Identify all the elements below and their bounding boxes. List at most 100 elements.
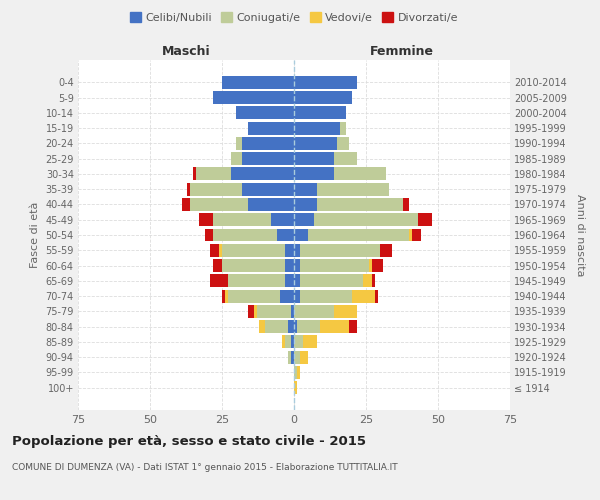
Legend: Celibi/Nubili, Coniugati/e, Vedovi/e, Divorzati/e: Celibi/Nubili, Coniugati/e, Vedovi/e, Di… — [125, 8, 463, 28]
Bar — [199, 214, 214, 226]
Bar — [380, 244, 392, 256]
Text: Popolazione per età, sesso e stato civile - 2015: Popolazione per età, sesso e stato civil… — [12, 435, 366, 448]
Bar — [222, 290, 225, 302]
Bar — [372, 274, 374, 287]
Bar — [294, 214, 314, 226]
Bar — [277, 228, 294, 241]
Bar — [242, 182, 294, 196]
Bar — [300, 350, 308, 364]
Text: COMUNE DI DUMENZA (VA) - Dati ISTAT 1° gennaio 2015 - Elaborazione TUTTITALIA.IT: COMUNE DI DUMENZA (VA) - Dati ISTAT 1° g… — [12, 462, 398, 471]
Text: Maschi: Maschi — [161, 44, 211, 58]
Y-axis label: Anni di nascita: Anni di nascita — [575, 194, 586, 276]
Bar — [294, 122, 340, 134]
Bar — [409, 228, 412, 241]
Bar — [291, 305, 294, 318]
Bar — [254, 305, 257, 318]
Bar — [349, 320, 358, 333]
Bar — [222, 259, 286, 272]
Bar — [300, 290, 352, 302]
Bar — [236, 137, 242, 150]
Bar — [374, 290, 377, 302]
Bar — [294, 168, 334, 180]
Bar — [300, 259, 369, 272]
Bar — [334, 152, 358, 165]
Bar — [271, 214, 294, 226]
Bar — [300, 244, 380, 256]
Bar — [294, 290, 300, 302]
Bar — [294, 137, 337, 150]
Bar — [225, 290, 228, 302]
Text: Femmine: Femmine — [370, 44, 434, 58]
Bar — [363, 274, 372, 287]
Bar — [294, 366, 297, 379]
Bar — [286, 336, 291, 348]
Bar — [211, 244, 219, 256]
Bar — [230, 152, 242, 165]
Bar — [228, 290, 280, 302]
Bar — [286, 244, 294, 256]
Bar — [222, 76, 294, 89]
Bar — [288, 350, 291, 364]
Bar — [294, 182, 317, 196]
Bar — [294, 320, 297, 333]
Bar — [352, 290, 374, 302]
Bar — [294, 152, 334, 165]
Bar — [291, 336, 294, 348]
Bar — [214, 91, 294, 104]
Bar — [294, 274, 300, 287]
Bar — [294, 305, 334, 318]
Bar — [230, 168, 294, 180]
Bar — [190, 198, 248, 211]
Bar — [286, 274, 294, 287]
Bar — [403, 198, 409, 211]
Bar — [222, 244, 286, 256]
Bar — [242, 137, 294, 150]
Bar — [294, 259, 300, 272]
Bar — [294, 228, 308, 241]
Bar — [412, 228, 421, 241]
Bar — [286, 259, 294, 272]
Bar — [219, 244, 222, 256]
Bar — [294, 350, 300, 364]
Bar — [300, 274, 363, 287]
Bar — [418, 214, 432, 226]
Bar — [214, 214, 271, 226]
Bar — [334, 305, 358, 318]
Bar — [372, 259, 383, 272]
Bar — [190, 182, 242, 196]
Bar — [340, 122, 346, 134]
Bar — [248, 198, 294, 211]
Bar — [297, 366, 300, 379]
Bar — [337, 137, 349, 150]
Bar — [294, 244, 300, 256]
Bar — [259, 320, 265, 333]
Bar — [294, 381, 297, 394]
Bar — [294, 76, 358, 89]
Bar — [302, 336, 317, 348]
Bar — [297, 320, 320, 333]
Bar — [317, 198, 403, 211]
Bar — [228, 274, 286, 287]
Bar — [196, 168, 230, 180]
Bar — [257, 305, 291, 318]
Bar — [369, 259, 372, 272]
Bar — [288, 320, 294, 333]
Bar — [308, 228, 409, 241]
Y-axis label: Fasce di età: Fasce di età — [30, 202, 40, 268]
Bar — [291, 350, 294, 364]
Bar — [280, 290, 294, 302]
Bar — [294, 198, 317, 211]
Bar — [248, 122, 294, 134]
Bar — [182, 198, 190, 211]
Bar — [193, 168, 196, 180]
Bar — [334, 168, 386, 180]
Bar — [187, 182, 190, 196]
Bar — [214, 228, 277, 241]
Bar — [317, 182, 389, 196]
Bar — [294, 336, 302, 348]
Bar — [294, 106, 346, 120]
Bar — [265, 320, 288, 333]
Bar — [205, 228, 214, 241]
Bar — [242, 152, 294, 165]
Bar — [248, 305, 254, 318]
